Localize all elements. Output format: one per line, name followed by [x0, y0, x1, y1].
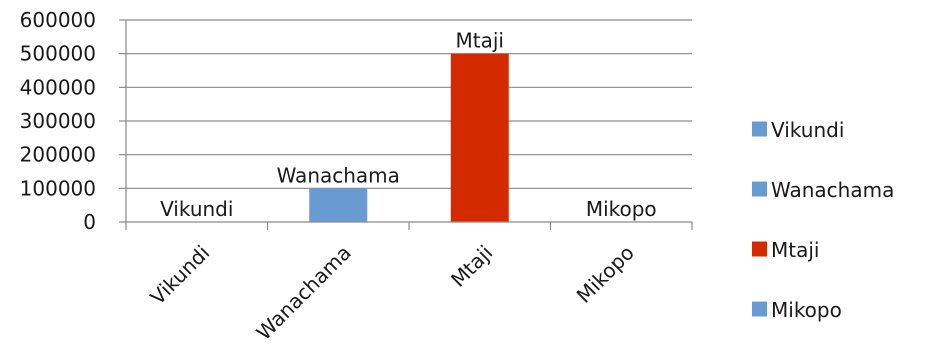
- legend-entry: Vikundi: [771, 118, 844, 142]
- legend-entry: Mtaji: [771, 238, 819, 262]
- legend-swatch: [752, 301, 767, 317]
- y-tick-label: 300000: [20, 109, 96, 133]
- y-tick-label: 200000: [20, 143, 96, 167]
- bars: [309, 53, 509, 222]
- legend-entry: Mikopo: [771, 298, 842, 322]
- legend-swatch: [752, 121, 767, 137]
- x-tick-label: Mikopo: [572, 241, 639, 308]
- y-tick-label: 600000: [20, 8, 96, 32]
- y-tick-label: 100000: [20, 176, 96, 200]
- y-tick-label: 500000: [20, 42, 96, 66]
- gridlines: [126, 19, 692, 189]
- legend: Vikundi Wanachama Mtaji Mikopo: [752, 118, 894, 322]
- data-label: Vikundi: [160, 197, 233, 221]
- data-label: Wanachama: [277, 163, 400, 187]
- data-label: Mtaji: [456, 29, 504, 53]
- x-tick-label: Vikundi: [145, 241, 214, 310]
- data-labels: Vikundi Wanachama Mtaji Mikopo: [160, 29, 657, 221]
- legend-swatch: [752, 241, 767, 257]
- data-label: Mikopo: [586, 197, 657, 221]
- y-tick-labels: 600000 500000 400000 300000 200000 100000 0: [20, 8, 96, 234]
- bar-mtaji: [450, 53, 509, 222]
- x-tick-label: Wanachama: [252, 241, 356, 345]
- legend-swatch: [752, 181, 767, 197]
- x-tick-label: Mtaji: [446, 241, 497, 292]
- bar-wanachama: [309, 188, 368, 222]
- y-tick-label: 0: [83, 210, 96, 234]
- y-tick-label: 400000: [20, 75, 96, 99]
- x-tick-labels: Vikundi Wanachama Mtaji Mikopo: [145, 241, 638, 345]
- legend-entry: Wanachama: [771, 178, 894, 202]
- axes: [119, 19, 693, 230]
